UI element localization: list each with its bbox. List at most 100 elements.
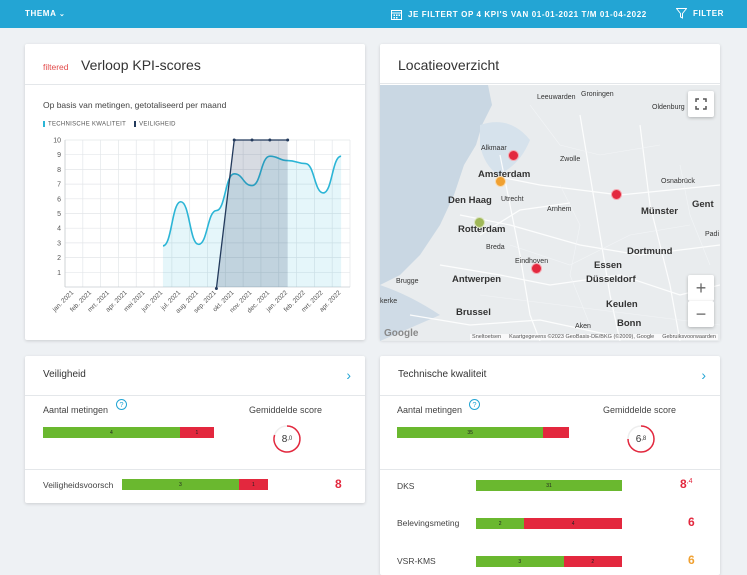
help-icon[interactable]: ? [469, 399, 480, 410]
location-marker[interactable] [474, 217, 485, 228]
row-label: DKS [397, 481, 415, 491]
row-bar: 3 2 [476, 556, 622, 567]
location-card: Locatieoverzicht [380, 44, 720, 341]
location-marker[interactable] [495, 176, 506, 187]
map-label: Essen [594, 260, 622, 271]
y-tick-label: 9 [57, 152, 61, 159]
card-header[interactable]: Veiligheid › [25, 356, 365, 396]
legend-label: TECHNISCHE KWALITEIT [48, 121, 127, 128]
filter-summary-text: JE FILTERT OP 4 KPI'S VAN 01-01-2021 T/M… [408, 10, 647, 19]
gauge-ring [273, 425, 301, 453]
legend-item-technische[interactable]: TECHNISCHE KWALITEIT [43, 121, 126, 128]
bar-green: 3 [476, 556, 564, 567]
card-header[interactable]: Technische kwaliteit › [380, 356, 720, 396]
row-score: 8 [335, 477, 342, 491]
data-point [268, 138, 272, 142]
location-marker[interactable] [611, 189, 622, 200]
row-bar: 3 1 [122, 479, 268, 490]
score-gauge: 6,8 [626, 424, 656, 454]
series-area [216, 140, 288, 289]
thema-dropdown[interactable]: THEMA ⌄ [25, 9, 65, 18]
y-tick-label: 6 [57, 196, 61, 203]
score-decimal: ,8 [641, 436, 647, 442]
map-label: Eindhoven [515, 258, 549, 265]
filtered-tag: filtered [43, 62, 69, 72]
map-label: Padi [705, 231, 720, 238]
card-title: Verloop KPI-scores [81, 57, 201, 73]
funnel-icon [676, 8, 687, 19]
data-point [214, 286, 218, 290]
divider [25, 469, 365, 470]
card-title: Veiligheid [43, 369, 86, 380]
map-label: Osnabrück [661, 178, 695, 185]
map-attribution: Sneltoetsen Kaartgegevens ©2023 GeoBasis… [470, 334, 718, 340]
filter-label: FILTER [693, 9, 725, 18]
aantal-metingen-label: Aantal metingen [43, 405, 109, 415]
map-label: Brussel [456, 307, 491, 318]
terms-link[interactable]: Gebruiksvoorwaarden [662, 334, 716, 340]
metingen-bar: 4 1 [43, 427, 214, 438]
map-label: Den Haag [448, 195, 492, 206]
series-line [162, 155, 342, 247]
map-label: Groningen [581, 91, 614, 98]
y-tick-label: 1 [57, 270, 61, 277]
gauge-ring [627, 425, 655, 453]
google-logo: Google [384, 328, 419, 339]
row-label: Belevingsmeting [397, 518, 460, 528]
chart-legend: TECHNISCHE KWALITEIT VEILIGHEID [43, 121, 176, 128]
data-point [286, 138, 290, 142]
map-label: Bonn [617, 318, 642, 329]
location-marker[interactable] [508, 150, 519, 161]
map-label: Arnhem [547, 206, 572, 213]
filter-button[interactable]: FILTER [676, 8, 724, 19]
map-label: Amsterdam [478, 169, 531, 180]
row-label: Veiligheidsvoorsch [43, 480, 114, 490]
gemiddelde-score-label: Gemiddelde score [249, 405, 323, 415]
calendar-icon [391, 10, 402, 20]
card-title: Locatieoverzicht [398, 57, 500, 73]
fullscreen-button[interactable] [688, 91, 714, 117]
chart-subtitle: Op basis van metingen, getotaliseerd per… [43, 100, 227, 110]
zoom-in-button[interactable]: + [688, 275, 714, 301]
help-icon[interactable]: ? [116, 399, 127, 410]
bar-green: 35 [397, 427, 544, 438]
legend-item-veiligheid[interactable]: VEILIGHEID [134, 121, 176, 128]
card-header: filtered Verloop KPI-scores [25, 44, 365, 84]
location-marker[interactable] [531, 263, 542, 274]
bar-green: 3 [122, 479, 239, 490]
y-tick-label: 2 [57, 255, 61, 262]
gemiddelde-score-label: Gemiddelde score [603, 405, 677, 415]
row-bar: 31 [476, 480, 622, 491]
map-label: kerke [380, 298, 398, 305]
score-int: 8 [281, 433, 288, 445]
map-label: Gent [692, 199, 714, 210]
map-label: Alkmaar [481, 145, 507, 152]
score-decimal: ,0 [287, 436, 293, 442]
y-tick-label: 5 [57, 211, 61, 218]
card-header: Locatieoverzicht [380, 44, 720, 84]
metingen-bar: 35 [397, 427, 569, 438]
row-score: 6 [688, 553, 695, 567]
score-int: 6 [635, 433, 642, 445]
bar-green: 31 [476, 480, 622, 491]
map-label: Keulen [606, 299, 638, 310]
veiligheid-card: Veiligheid › Aantal metingen ? Gemiddeld… [25, 356, 365, 503]
zoom-out-button[interactable]: − [688, 301, 714, 327]
map-label: Dortmund [627, 246, 673, 257]
shortcuts-link[interactable]: Sneltoetsen [472, 334, 502, 340]
chevron-right-icon[interactable]: › [701, 367, 706, 383]
bar-red: 1 [238, 479, 268, 490]
chevron-right-icon[interactable]: › [346, 367, 351, 383]
y-tick-label: 7 [57, 182, 61, 189]
row-score: 6 [688, 515, 695, 529]
bar-red [543, 427, 569, 438]
map-label: Düsseldorf [586, 274, 636, 285]
map-label: Utrecht [501, 196, 524, 203]
map-view[interactable]: Leeuwarden Groningen Oldenburg Alkmaar Z… [380, 85, 720, 341]
map-label: Oldenburg [652, 104, 685, 111]
filter-summary: JE FILTERT OP 4 KPI'S VAN 01-01-2021 T/M… [391, 9, 647, 20]
bar-green: 4 [43, 427, 180, 438]
data-point [232, 138, 236, 142]
score-value: 8,0 [272, 424, 302, 454]
